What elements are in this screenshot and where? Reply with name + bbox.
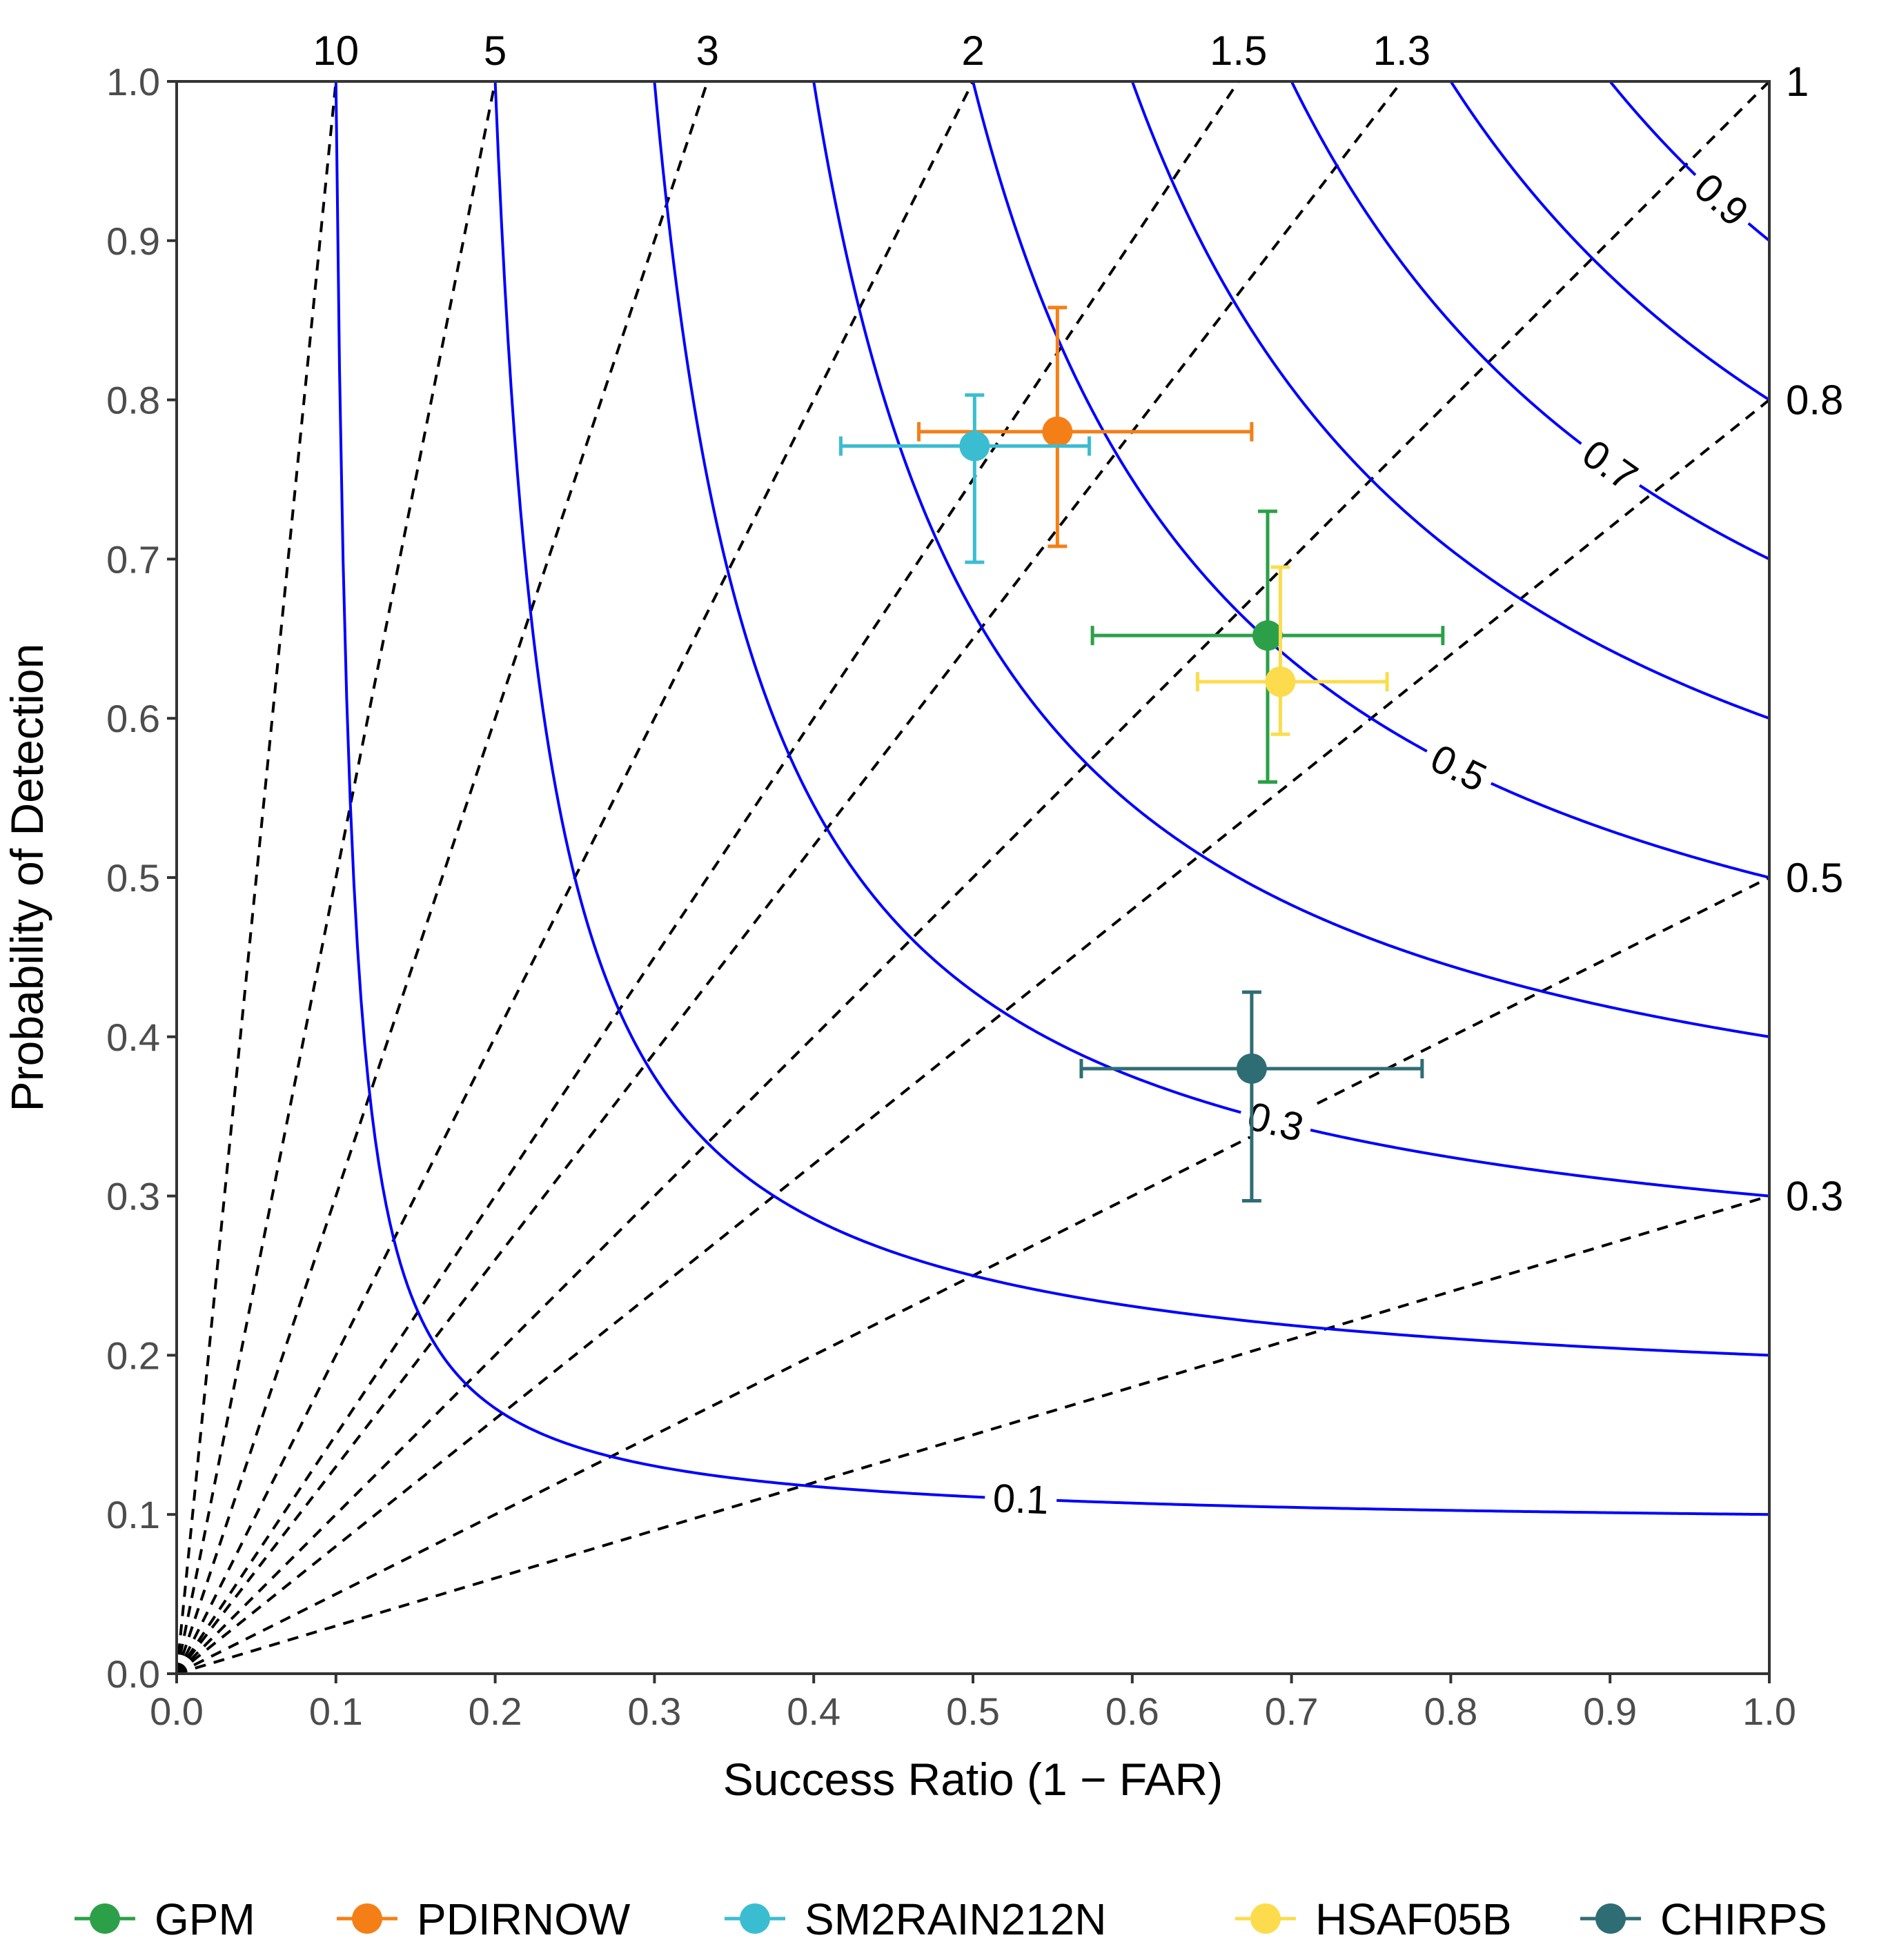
legend-key-marker-hsaf05b bbox=[1250, 1903, 1281, 1934]
y-tick-label-0.5: 0.5 bbox=[106, 856, 160, 900]
bias-line-1.3 bbox=[177, 81, 1403, 1674]
bias-label-10: 10 bbox=[313, 28, 359, 74]
csi-contour-0.3 bbox=[653, 81, 1769, 1198]
x-tick-label-0.0: 0.0 bbox=[150, 1690, 204, 1733]
x-axis-title: Success Ratio (1 − FAR) bbox=[723, 1754, 1223, 1805]
csi-contour-0.4 bbox=[812, 81, 1769, 1038]
bias-label-0.8: 0.8 bbox=[1786, 377, 1843, 424]
x-tick-label-0.2: 0.2 bbox=[469, 1690, 522, 1733]
csi-label-bg-0.7 bbox=[1569, 425, 1653, 503]
data-point-sm2rain212n bbox=[838, 393, 1091, 564]
csi-label-bg-0.5 bbox=[1417, 731, 1502, 802]
legend-label-hsaf05b: HSAF05B bbox=[1315, 1894, 1512, 1944]
point-marker-gpm bbox=[1252, 620, 1283, 651]
legend-label-sm2rain212n: SM2RAIN212N bbox=[805, 1894, 1107, 1944]
legend-item-chirps: CHIRPS bbox=[1580, 1894, 1827, 1944]
x-tick-label-0.5: 0.5 bbox=[946, 1690, 1000, 1733]
data-point-hsaf05b bbox=[1195, 565, 1389, 736]
legend-key-marker-pdirnow bbox=[352, 1903, 382, 1934]
legend-label-pdirnow: PDIRNOW bbox=[417, 1894, 631, 1944]
bias-label-1: 1 bbox=[1786, 59, 1809, 105]
x-tick-label-1.0: 1.0 bbox=[1742, 1690, 1796, 1733]
y-axis-title: Probability of Detection bbox=[1, 644, 52, 1112]
csi-label-bg-0.1 bbox=[984, 1474, 1058, 1521]
data-point-chirps bbox=[1079, 990, 1424, 1203]
y-tick-label-0.1: 0.1 bbox=[106, 1493, 160, 1536]
legend-item-sm2rain212n: SM2RAIN212N bbox=[725, 1894, 1107, 1944]
bias-line-0.3 bbox=[177, 1194, 1769, 1674]
x-tick-label-0.6: 0.6 bbox=[1105, 1690, 1159, 1733]
y-tick-label-0.9: 0.9 bbox=[106, 219, 160, 263]
data-point-gpm bbox=[1090, 509, 1445, 784]
legend-item-hsaf05b: HSAF05B bbox=[1235, 1894, 1512, 1944]
legend-item-pdirnow: PDIRNOW bbox=[337, 1894, 631, 1944]
csi-labels: 0.10.30.50.70.9 bbox=[984, 158, 1764, 1523]
bias-line-3 bbox=[177, 81, 709, 1674]
legend-key-marker-gpm bbox=[90, 1903, 120, 1934]
csi-contour-0.2 bbox=[493, 81, 1769, 1357]
legend: GPM PDIRNOW SM2RAIN212N HSAF05B CHIRPS bbox=[75, 1894, 1827, 1944]
legend-key-marker-chirps bbox=[1595, 1903, 1626, 1934]
bias-label-1.3: 1.3 bbox=[1373, 28, 1430, 74]
y-tick-label-0.3: 0.3 bbox=[106, 1175, 160, 1218]
bias-line-10 bbox=[177, 81, 337, 1674]
legend-label-chirps: CHIRPS bbox=[1660, 1894, 1827, 1944]
y-tick-label-0.0: 0.0 bbox=[106, 1652, 160, 1696]
x-tick-label-0.9: 0.9 bbox=[1583, 1690, 1637, 1733]
y-tick-label-0.8: 0.8 bbox=[106, 379, 160, 422]
bias-label-3: 3 bbox=[696, 28, 719, 74]
y-tick-label-0.6: 0.6 bbox=[106, 697, 160, 740]
csi-contour-0.6 bbox=[1130, 81, 1769, 720]
y-tick-label-0.4: 0.4 bbox=[106, 1016, 160, 1059]
legend-key-marker-sm2rain212n bbox=[740, 1903, 770, 1934]
csi-label-0.1: 0.1 bbox=[992, 1476, 1050, 1523]
x-axis: 0.0 0.1 0.2 0.3 0.4 0.5 0.6 0.7 0.8 0.9 1.0 bbox=[150, 1674, 1796, 1733]
x-tick-label-0.8: 0.8 bbox=[1424, 1690, 1477, 1733]
x-tick-label-0.7: 0.7 bbox=[1265, 1690, 1319, 1733]
y-tick-label-0.7: 0.7 bbox=[106, 537, 160, 581]
x-tick-label-0.3: 0.3 bbox=[627, 1690, 681, 1733]
bias-label-1.5: 1.5 bbox=[1210, 28, 1267, 74]
point-marker-pdirnow bbox=[1042, 416, 1073, 447]
csi-contour-0.5 bbox=[972, 81, 1769, 879]
bias-label-2: 2 bbox=[961, 28, 984, 74]
point-marker-chirps bbox=[1236, 1053, 1267, 1084]
legend-item-gpm: GPM bbox=[75, 1894, 255, 1944]
y-axis: 0.0 0.1 0.2 0.3 0.4 0.5 0.6 0.7 0.8 0.9 1.0 bbox=[106, 60, 177, 1696]
y-tick-label-0.2: 0.2 bbox=[106, 1334, 160, 1377]
bias-label-0.5: 0.5 bbox=[1786, 855, 1843, 901]
csi-contour-0.8 bbox=[1449, 81, 1769, 402]
csi-contour-0.7 bbox=[1290, 81, 1769, 561]
x-tick-label-0.1: 0.1 bbox=[309, 1690, 363, 1733]
x-tick-label-0.4: 0.4 bbox=[787, 1690, 840, 1733]
point-marker-hsaf05b bbox=[1265, 666, 1296, 697]
bias-labels: 10 5 3 2 1.5 1.3 1 0.8 0.5 0.3 bbox=[313, 28, 1843, 1220]
csi-label-bg-0.3 bbox=[1235, 1090, 1317, 1151]
bias-label-5: 5 bbox=[484, 28, 507, 74]
csi-contours bbox=[334, 81, 1769, 1516]
data-points bbox=[838, 306, 1445, 1203]
y-tick-label-1.0: 1.0 bbox=[106, 60, 160, 103]
legend-label-gpm: GPM bbox=[155, 1894, 255, 1944]
bias-line-5 bbox=[177, 81, 497, 1674]
point-marker-sm2rain212n bbox=[959, 430, 990, 462]
bias-label-0.3: 0.3 bbox=[1786, 1174, 1843, 1220]
bias-line-1 bbox=[177, 81, 1769, 1674]
csi-label-bg-0.9 bbox=[1681, 158, 1764, 239]
